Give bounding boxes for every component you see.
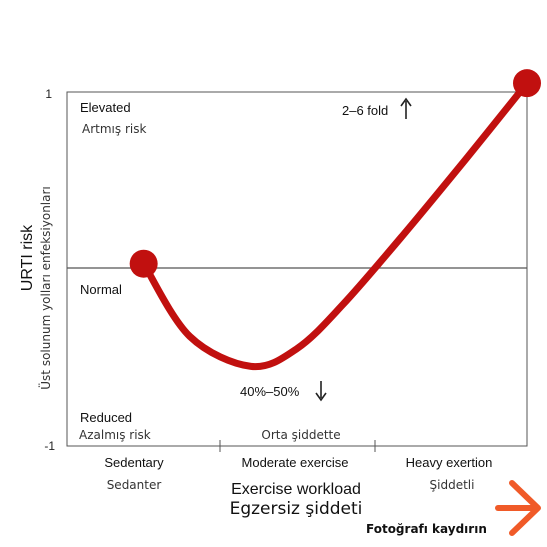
zone-translation-reduced: Azalmış risk: [79, 428, 151, 442]
series-layer: [129, 69, 541, 371]
zone-label-elevated: Elevated: [80, 100, 131, 115]
y-axis-label: URTI risk: [19, 224, 36, 291]
annotation-label-percent: 40%–50%: [240, 384, 300, 399]
series-line-0: [140, 79, 531, 371]
category-translation-sedentary: Sedanter: [107, 478, 162, 492]
annotation-label-fold: 2–6 fold: [342, 103, 388, 118]
endpoint-marker-0: [129, 249, 158, 278]
zone-label-normal: Normal: [80, 282, 122, 297]
x-category-label-heavy: Heavy exertion: [406, 455, 493, 470]
x-axis-label: Exercise workload: [231, 481, 361, 498]
x-axis-label-translation: Egzersiz şiddeti: [230, 499, 363, 519]
x-category-label-moderate: Moderate exercise: [242, 455, 349, 470]
y-axis-label-translation: Üst solunum yolları enfeksiyonları: [37, 186, 53, 389]
y-tick-label-top: 1: [45, 87, 52, 101]
category-translation-heavy: Şiddetli: [430, 478, 475, 492]
zone-label-reduced: Reduced: [80, 410, 132, 425]
y-tick-label-bottom: -1: [44, 439, 55, 453]
right-arrow-icon[interactable]: [495, 480, 541, 536]
down-arrow-icon: [315, 381, 327, 402]
category-translation-moderate: Orta şiddette: [261, 428, 340, 442]
swipe-instruction: Fotoğrafı kaydırın: [366, 522, 487, 536]
x-category-label-sedentary: Sedentary: [104, 455, 164, 470]
up-arrow-icon: [400, 97, 412, 119]
endpoint-marker-1: [513, 69, 541, 98]
plot-frame: [66, 91, 528, 447]
zone-translation-elevated: Artmış risk: [82, 122, 146, 136]
